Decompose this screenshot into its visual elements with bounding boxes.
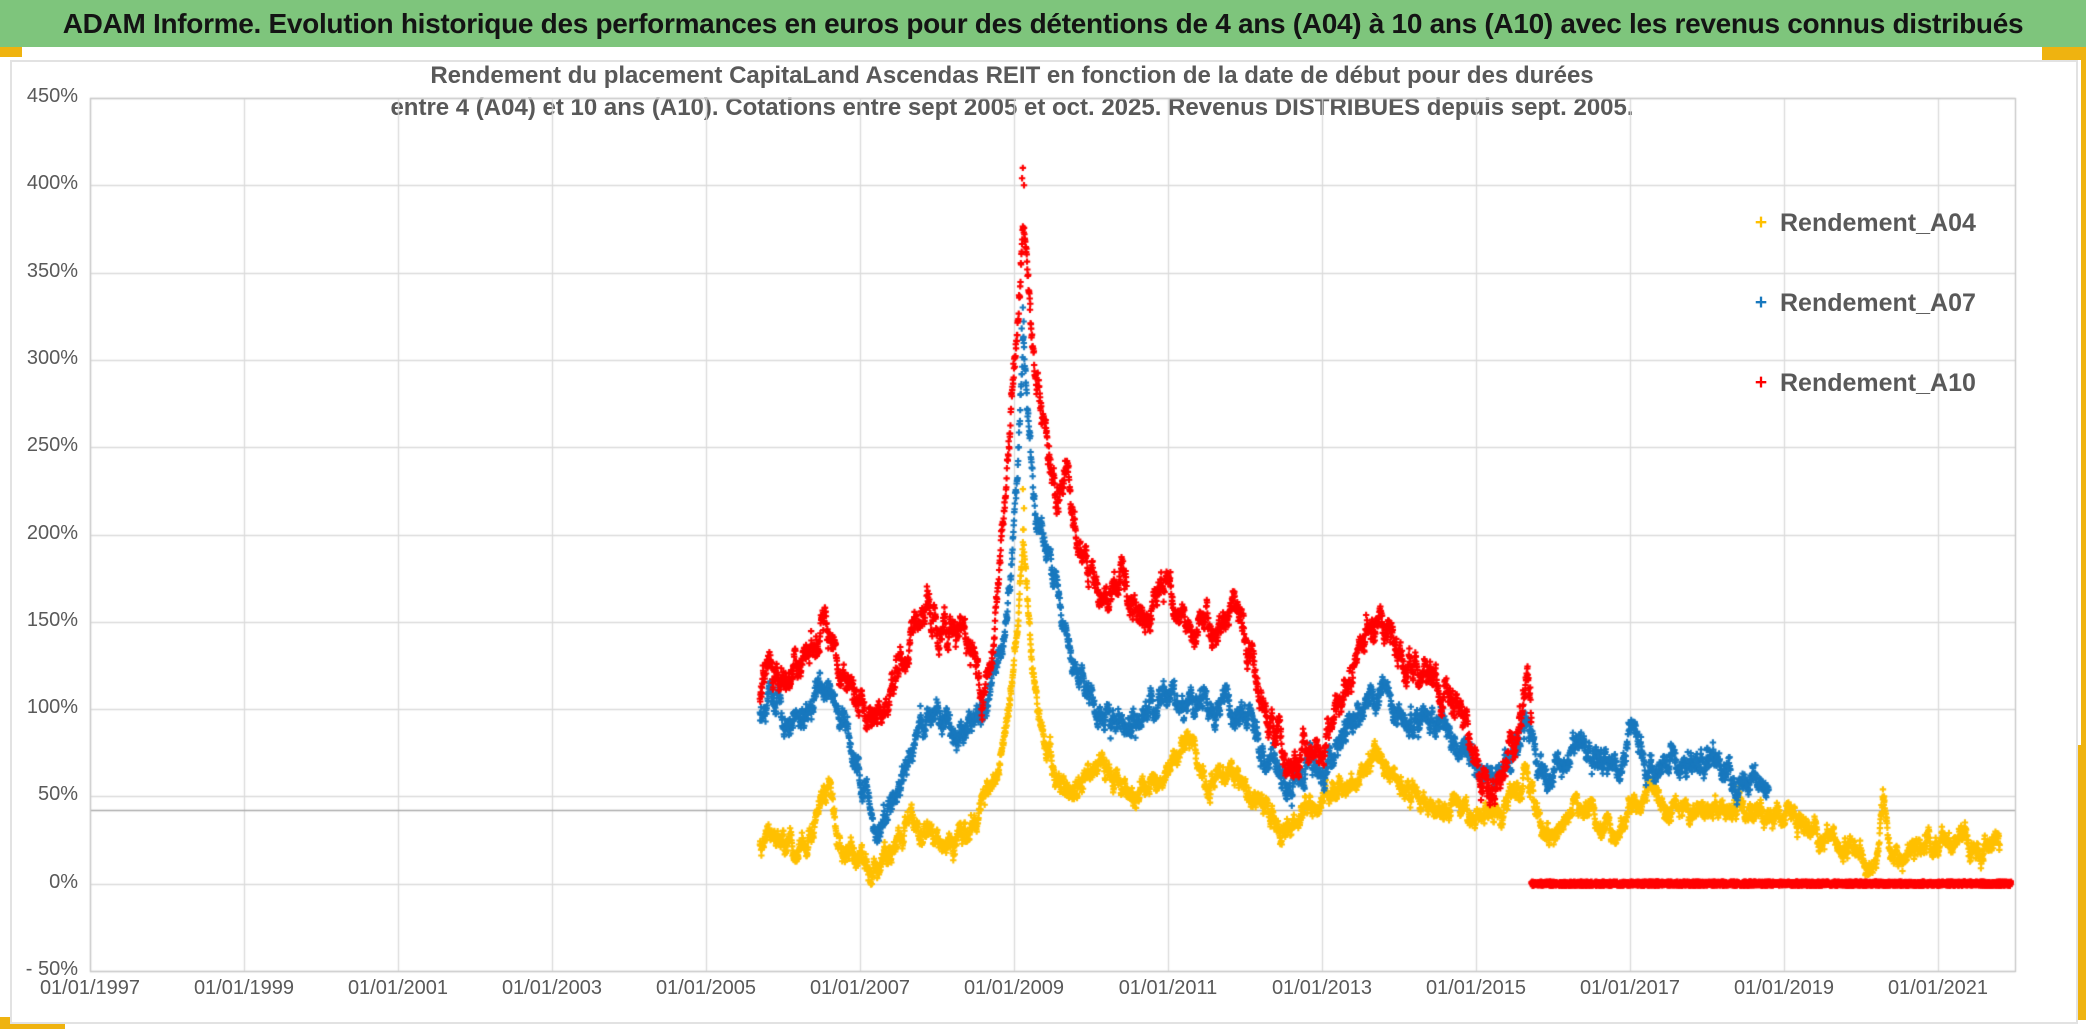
plus-marker-icon: + (1754, 371, 1768, 394)
plus-marker-icon: + (1754, 291, 1768, 314)
legend-label: Rendement_A07 (1780, 288, 1976, 317)
y-tick-label: 300% (26, 346, 78, 369)
y-tick-label: 0% (49, 870, 78, 893)
x-tick-label: 01/01/1999 (193, 977, 295, 999)
y-tick-label: - 50% (25, 958, 78, 980)
x-tick-label: 01/01/2005 (655, 977, 757, 999)
x-tick-label: 01/01/2009 (963, 977, 1065, 999)
x-tick-label: 01/01/2015 (1425, 977, 1527, 999)
x-tick-label: 01/01/2001 (347, 977, 449, 999)
y-tick-label: 450% (26, 85, 78, 107)
x-tick-label: 01/01/2013 (1271, 977, 1373, 999)
x-tick-label: 01/01/2007 (809, 977, 911, 999)
y-tick-label: 50% (37, 783, 78, 806)
x-tick-label: 01/01/2017 (1579, 977, 1681, 999)
legend-entry: + Rendement_A04 (1748, 206, 1976, 240)
legend-label: Rendement_A10 (1780, 368, 1976, 397)
x-tick-label: 01/01/1997 (39, 977, 141, 999)
y-tick-label: 100% (26, 696, 78, 719)
y-tick-label: 400% (26, 172, 78, 195)
x-tick-label: 01/01/2021 (1887, 977, 1989, 999)
legend-entry: + Rendement_A07 (1748, 286, 1976, 320)
x-tick-label: 01/01/2019 (1733, 977, 1835, 999)
x-tick-label: 01/01/2011 (1118, 977, 1218, 999)
plus-marker-icon: + (1754, 211, 1768, 234)
legend-label: Rendement_A04 (1780, 208, 1976, 237)
y-tick-label: 200% (26, 521, 78, 544)
y-tick-label: 350% (26, 259, 78, 282)
x-tick-label: 01/01/2003 (501, 977, 603, 999)
legend-entry: + Rendement_A10 (1748, 366, 1976, 400)
y-tick-label: 150% (26, 608, 78, 631)
y-tick-label: 250% (26, 434, 78, 457)
